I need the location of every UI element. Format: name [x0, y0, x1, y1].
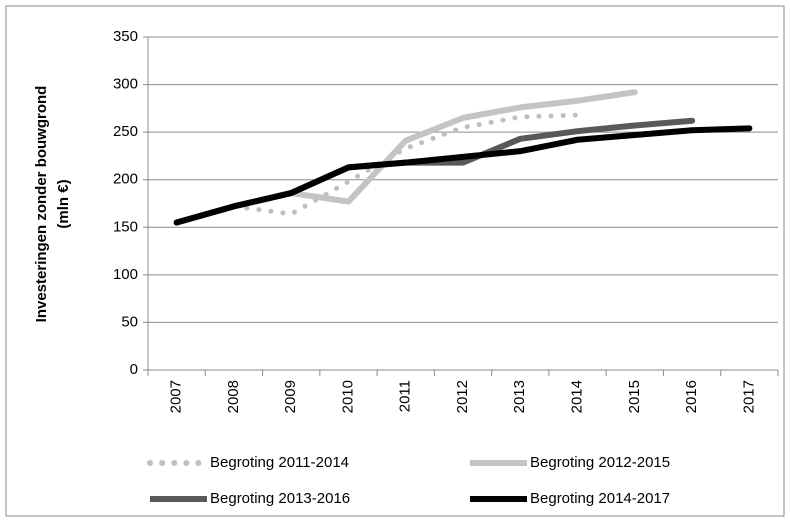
x-tick-group: 2017: [740, 380, 757, 413]
x-tick-group: 2010: [339, 380, 356, 413]
series-line: [173, 125, 753, 226]
x-tick-group: 2007: [168, 380, 185, 413]
x-tick-label: 2017: [740, 380, 757, 413]
legend-label: Begroting 2014-2017: [530, 490, 670, 507]
y-tick-label: 300: [113, 76, 138, 93]
y-axis-title-line: (mln €): [55, 179, 72, 228]
y-tick-label: 100: [113, 266, 138, 283]
x-tick-label: 2015: [626, 380, 643, 413]
legend-label: Begroting 2011-2014: [210, 454, 349, 471]
y-axis-title-line: Investeringen zonder bouwgrond: [33, 86, 50, 323]
y-tick-label: 350: [113, 28, 138, 45]
x-tick-group: 2008: [225, 380, 242, 413]
y-tick-label: 50: [121, 313, 138, 330]
chart-border: [5, 5, 785, 517]
x-tick-group: 2011: [397, 380, 414, 412]
legend-label: Begroting 2012-2015: [530, 454, 670, 471]
y-tick-label: 250: [113, 123, 138, 140]
x-tick-group: 2012: [454, 380, 471, 413]
y-tick-label: 200: [113, 171, 138, 188]
x-tick-group: 2015: [626, 380, 643, 413]
x-tick-label: 2013: [511, 380, 528, 413]
x-tick-group: 2016: [683, 380, 700, 413]
x-tick-label: 2009: [282, 380, 299, 413]
x-tick-group: 2009: [282, 380, 299, 413]
x-tick-label: 2010: [339, 380, 356, 413]
y-axis-title: Investeringen zonder bouwgrond (mln €): [33, 86, 72, 323]
legend-label: Begroting 2013-2016: [210, 490, 350, 507]
x-tick-label: 2016: [683, 380, 700, 413]
x-tick-label: 2011: [397, 380, 414, 412]
x-tick-label: 2008: [225, 380, 242, 413]
x-tick-group: 2014: [569, 380, 586, 413]
x-tick-group: 2013: [511, 380, 528, 413]
x-tick-label: 2014: [569, 380, 586, 413]
x-tick-label: 2012: [454, 380, 471, 413]
y-tick-label: 150: [113, 218, 138, 235]
x-tick-label: 2007: [168, 380, 185, 413]
y-tick-label: 0: [130, 361, 138, 378]
